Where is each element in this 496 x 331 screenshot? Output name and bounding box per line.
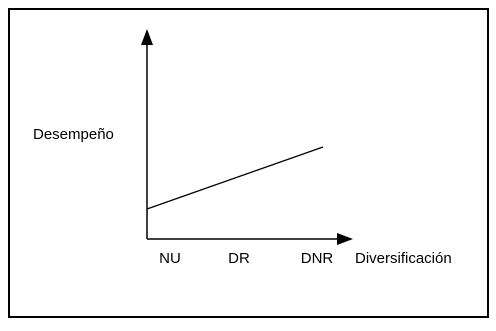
x-axis-label: Diversificación <box>355 250 452 267</box>
y-axis-arrow <box>141 29 153 45</box>
category-label: DNR <box>301 250 334 267</box>
trend-line <box>146 146 324 210</box>
y-axis-label: Desempeño <box>33 126 114 143</box>
frame <box>8 8 489 318</box>
category-label: NU <box>159 250 181 267</box>
category-label: DR <box>228 250 250 267</box>
x-axis-arrow <box>337 233 353 245</box>
